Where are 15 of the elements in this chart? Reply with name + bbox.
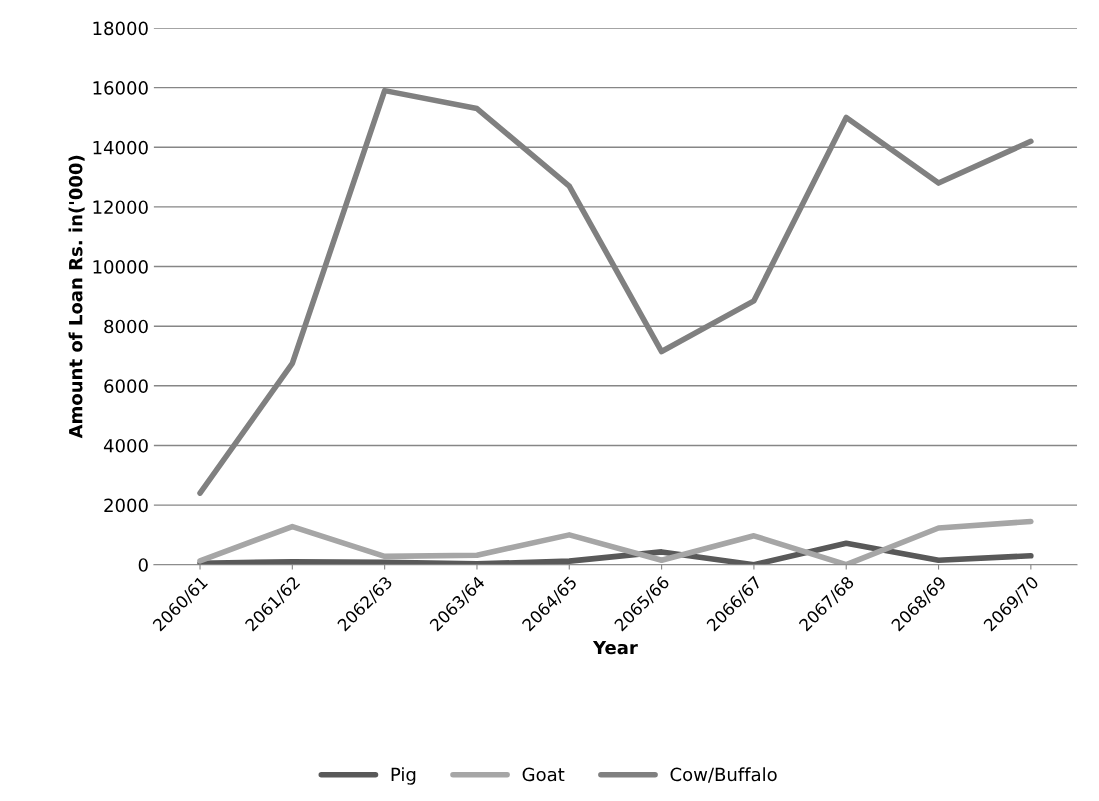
legend-label: Goat bbox=[522, 767, 565, 782]
y-tick-label: 18000 bbox=[93, 21, 148, 36]
y-tick-label: 14000 bbox=[93, 140, 148, 155]
y-tick-label: 6000 bbox=[104, 379, 148, 393]
y-tick-label: 16000 bbox=[93, 81, 148, 95]
y-axis-title: Amount of Loan Rs. in('000) bbox=[68, 155, 85, 439]
legend-label: Cow/Buffalo bbox=[670, 767, 777, 783]
y-tick-label: 0 bbox=[138, 558, 148, 572]
y-tick-label: 4000 bbox=[103, 438, 148, 453]
x-axis-title: Year bbox=[592, 640, 638, 655]
legend-label: Pig bbox=[391, 767, 416, 785]
y-tick-label: 10000 bbox=[93, 260, 148, 274]
y-tick-label: 12000 bbox=[93, 200, 148, 215]
y-tick-label: 8000 bbox=[104, 319, 148, 334]
y-tick-label: 2000 bbox=[104, 498, 148, 513]
